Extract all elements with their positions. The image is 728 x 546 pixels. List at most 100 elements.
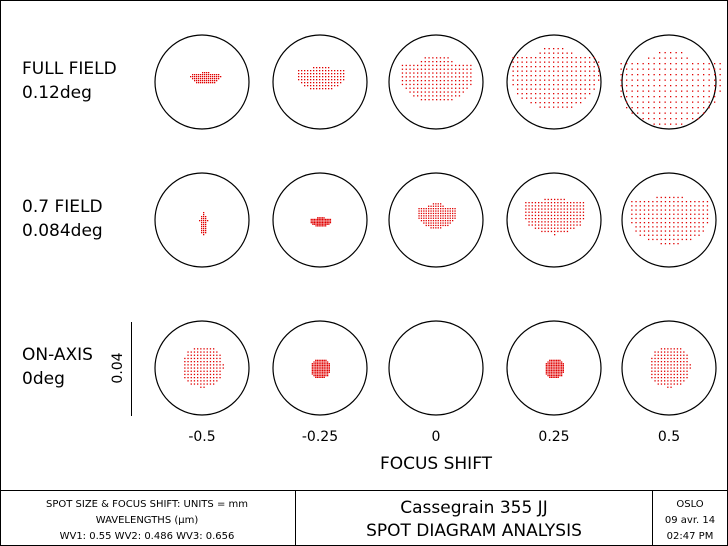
spot-dot <box>681 90 683 92</box>
spot-dot <box>328 369 330 372</box>
spot-dot <box>648 222 650 224</box>
spot-dot <box>184 367 186 369</box>
spot-dot <box>312 222 314 224</box>
spot-dot <box>560 218 562 220</box>
spot-dot <box>639 222 641 224</box>
spot-dot <box>329 220 332 222</box>
spot-dot <box>576 205 578 207</box>
spot-dot <box>417 64 419 67</box>
spot-dot <box>413 83 415 86</box>
spot-dot <box>535 66 537 68</box>
spot-dot <box>719 74 721 76</box>
spot-dot <box>530 61 532 63</box>
spot-dot <box>420 210 423 212</box>
spot-dot <box>315 369 317 372</box>
spot-dot <box>680 377 682 379</box>
spot-dot <box>313 368 315 370</box>
spot-dot <box>677 226 679 228</box>
spot-dot <box>559 371 561 373</box>
spot-dot <box>202 72 204 74</box>
spot-dot <box>315 223 317 225</box>
spot-dot <box>579 208 581 210</box>
spot-dot <box>458 72 461 74</box>
spot-dot <box>428 208 430 210</box>
spot-dot <box>552 373 554 375</box>
spot-dot <box>440 222 442 224</box>
spot-dot <box>213 354 215 356</box>
spot-dot <box>553 66 555 68</box>
spot-dot <box>443 83 445 86</box>
spot-dot <box>673 351 675 353</box>
spot-dot <box>670 52 672 54</box>
spot-dot <box>307 76 309 78</box>
spot-dot <box>534 208 537 210</box>
spot-dot <box>697 63 699 65</box>
spot-dot <box>198 80 200 82</box>
spot-dot <box>544 230 546 233</box>
spot-dot <box>405 72 407 74</box>
spot-dot <box>200 386 202 388</box>
spot-dot <box>719 85 721 87</box>
spot-dot <box>442 210 444 212</box>
spot-dot <box>311 366 313 368</box>
spot-dot <box>570 214 572 217</box>
spot-dot <box>670 354 672 356</box>
spot-dot <box>673 370 675 372</box>
spot-dot <box>440 208 442 210</box>
spot-dot <box>198 82 200 84</box>
spot-dot <box>593 70 595 72</box>
spot-dot <box>677 201 679 203</box>
spot-dot <box>447 68 449 70</box>
spot-dot <box>526 57 528 59</box>
spot-dot <box>517 93 519 95</box>
spot-dot <box>417 95 419 97</box>
spot-dot <box>664 196 667 199</box>
spot-dot <box>323 373 325 375</box>
spot-dot <box>664 370 666 372</box>
spot-dot <box>444 210 447 212</box>
spot-dot <box>313 220 316 222</box>
spot-dot <box>664 107 666 109</box>
spot-dot <box>589 57 591 59</box>
spot-dot <box>320 363 322 365</box>
spot-dot <box>620 74 622 76</box>
spot-dot <box>667 383 669 385</box>
spot-dot <box>659 52 661 54</box>
spot-dot <box>401 83 404 86</box>
field-angle: 0deg <box>22 369 65 389</box>
spot-dot <box>318 361 320 363</box>
spot-dot <box>323 223 325 225</box>
spot-dot <box>579 221 581 223</box>
spot-dot <box>214 80 216 82</box>
spot-dot <box>187 357 189 360</box>
spot-dot <box>197 364 199 366</box>
spot-dot <box>659 112 661 114</box>
spot-dot <box>554 227 556 229</box>
spot-dot <box>673 226 675 228</box>
spot-dot <box>304 79 306 81</box>
spot-dot <box>190 370 192 372</box>
spot-dot <box>200 383 202 385</box>
spot-dot <box>528 211 530 213</box>
spot-dot <box>209 351 212 353</box>
spot-dot <box>216 351 218 353</box>
spot-dot <box>447 57 449 59</box>
spot-dot <box>208 72 210 74</box>
spot-dot <box>206 357 208 360</box>
spot-dot <box>325 368 327 370</box>
spot-dot <box>555 359 558 361</box>
spot-dot <box>576 214 578 217</box>
spot-dot <box>418 215 420 217</box>
spot-dot <box>304 76 306 78</box>
spot-dot <box>320 361 322 363</box>
spot-dot <box>664 123 666 125</box>
spot-dot <box>573 214 575 217</box>
spot-dot <box>557 102 559 104</box>
spot-dot <box>549 376 551 378</box>
spot-dot <box>325 364 327 367</box>
spot-dot <box>559 359 561 361</box>
spot-dot <box>571 79 573 81</box>
spot-dot <box>201 232 203 234</box>
spot-dot <box>315 361 317 363</box>
spot-dot <box>631 101 633 103</box>
